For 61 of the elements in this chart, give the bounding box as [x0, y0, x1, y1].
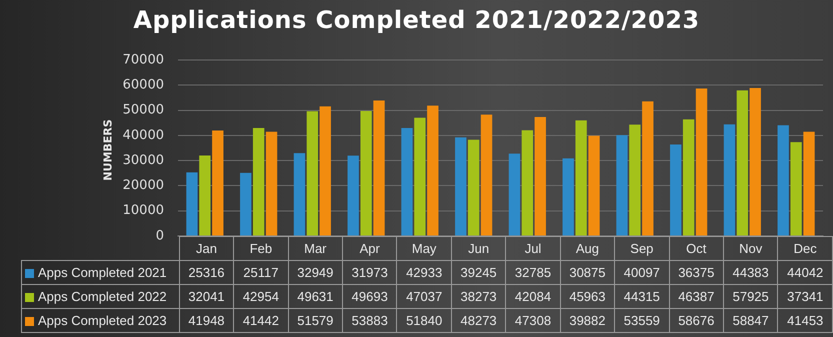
x-tick-label: Sep	[614, 236, 670, 260]
data-label: 41442	[234, 308, 288, 332]
data-label: 42084	[506, 284, 560, 308]
data-label: 57925	[723, 284, 778, 308]
data-label: 53559	[614, 308, 670, 332]
y-tick-label: 10000	[122, 203, 164, 218]
data-label: 51840	[396, 308, 452, 332]
data-label: 48273	[451, 308, 506, 332]
y-tick-label: 20000	[122, 178, 164, 194]
y-tick-label: 70000	[122, 52, 164, 68]
data-label: 39245	[451, 260, 506, 284]
x-tick-label: Mar	[288, 236, 343, 260]
x-tick-label: May	[396, 236, 452, 260]
data-label: 42933	[396, 260, 452, 284]
data-label: 30875	[560, 260, 615, 284]
y-axis-title: NUMBERS	[102, 119, 114, 181]
data-label: 53883	[342, 308, 397, 332]
data-label: 47308	[506, 308, 560, 332]
data-label: 46387	[669, 284, 724, 308]
y-tick-label: 60000	[122, 78, 164, 93]
y-tick-label: 40000	[122, 128, 164, 143]
data-label: 44383	[723, 260, 778, 284]
data-label: 58676	[669, 308, 724, 332]
x-tick-label: Jan	[179, 236, 234, 260]
data-label: 32041	[179, 284, 234, 308]
data-label: 41948	[179, 308, 234, 332]
x-tick-label: Nov	[723, 236, 778, 260]
y-tick-label: 50000	[122, 102, 164, 118]
data-label: 25117	[234, 260, 288, 284]
data-label: 58847	[723, 308, 778, 332]
legend-label: Apps Completed 2023	[22, 308, 180, 332]
legend-label: Apps Completed 2021	[22, 260, 180, 284]
data-label: 49693	[342, 284, 397, 308]
x-tick-label: Oct	[669, 236, 724, 260]
x-tick-label: Jul	[506, 236, 560, 260]
y-tick-label: 30000	[122, 152, 164, 168]
data-label: 49631	[288, 284, 343, 308]
data-label: 51579	[288, 308, 343, 332]
data-label: 40097	[614, 260, 670, 284]
data-label: 45963	[560, 284, 615, 308]
data-label: 32785	[506, 260, 560, 284]
data-label: 39882	[560, 308, 615, 332]
data-label: 42954	[234, 284, 288, 308]
data-label: 44315	[614, 284, 670, 308]
x-tick-label: Dec	[778, 236, 832, 260]
data-label: 47037	[396, 284, 452, 308]
data-label: 32949	[288, 260, 343, 284]
x-tick-label: Aug	[560, 236, 615, 260]
x-tick-label: Feb	[234, 236, 288, 260]
data-label: 41453	[778, 308, 832, 332]
x-tick-label: Jun	[451, 236, 506, 260]
data-label: 44042	[778, 260, 832, 284]
x-tick-label: Apr	[342, 236, 397, 260]
data-label: 36375	[669, 260, 724, 284]
data-label: 25316	[179, 260, 234, 284]
data-label: 37341	[778, 284, 832, 308]
data-label: 38273	[451, 284, 506, 308]
y-tick-label: 0	[156, 228, 164, 244]
legend-label: Apps Completed 2022	[22, 284, 180, 308]
data-label: 31973	[342, 260, 397, 284]
chart-title: Applications Completed 2021/2022/2023	[132, 6, 701, 34]
